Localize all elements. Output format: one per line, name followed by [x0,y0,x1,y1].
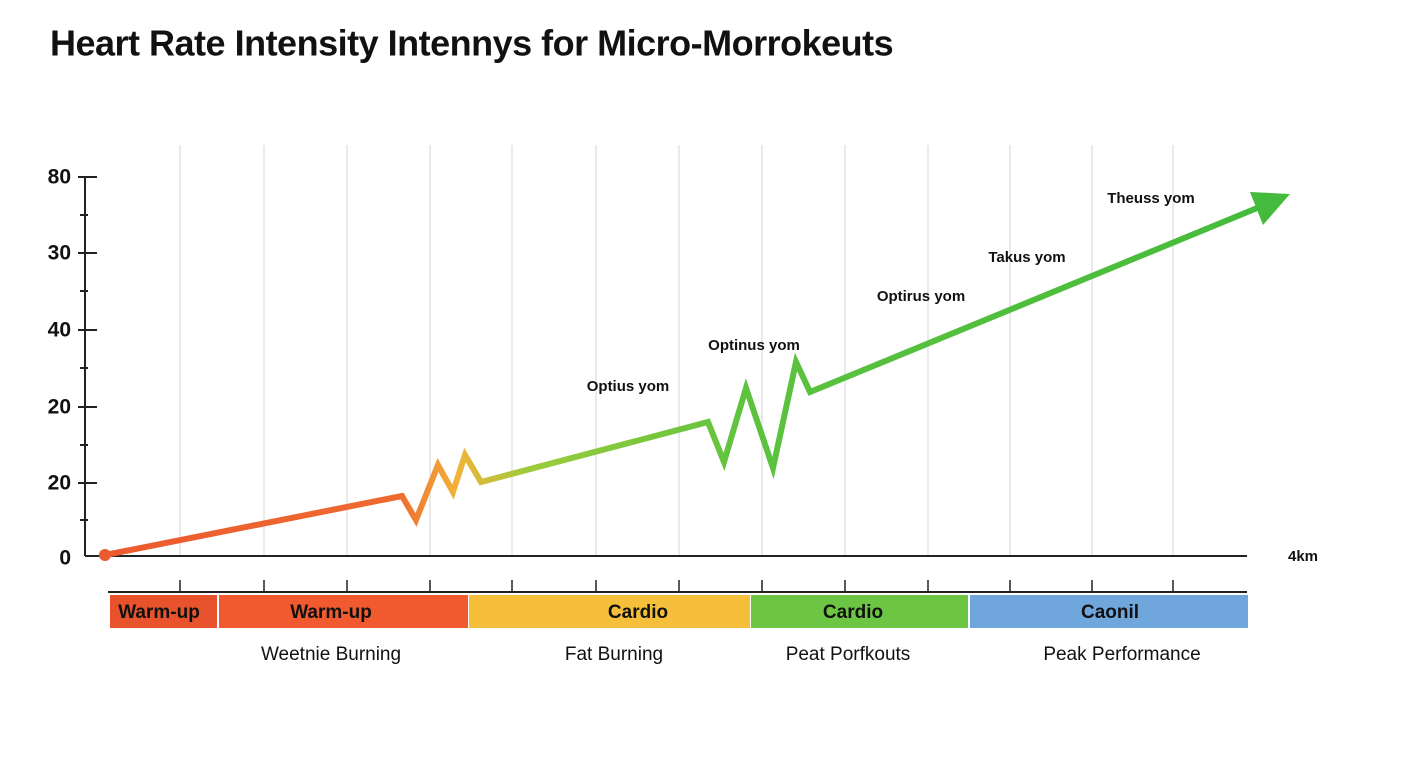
x-end-label: 4km [1288,548,1318,565]
zone-caption: Fat Burning [565,644,663,665]
y-tick-label: 20 [48,396,71,419]
zone-band [110,595,217,628]
grid [179,145,1174,556]
annotation: Optinus yom [708,337,800,354]
annotation: Optius yom [587,378,670,395]
arrow-head [1250,192,1290,225]
y-axis: 80 30 40 20 20 0 [48,166,97,570]
lower-axis [108,580,1247,593]
zone-label: Cardio [608,602,668,623]
zone-label: Caonil [1081,602,1139,623]
zone-label: Warm-up [290,602,372,623]
y-tick-label: 80 [48,166,71,189]
chart-title: Heart Rate Intensity Intennys for Micro-… [50,23,893,64]
zone-band [751,595,968,628]
zone-label: Warm-up [118,602,200,623]
zone-caption: Peak Performance [1043,644,1200,665]
zone-band [219,595,468,628]
start-dot [99,549,111,561]
zones: Warm-up Warm-up Cardio Cardio Caonil [110,595,1248,628]
zone-caption: Peat Porfkouts [786,644,911,665]
annotation: Optirus yom [877,288,965,305]
zone-band [970,595,1248,628]
zone-caption: Weetnie Burning [261,644,401,665]
y-tick-label: 30 [48,242,71,265]
zone-band [469,595,750,628]
y-tick-label: 40 [48,319,71,342]
annotation: Takus yom [988,249,1065,266]
y-tick-label: 0 [59,547,71,570]
annotation: Theuss yom [1107,190,1195,207]
zone-label: Cardio [823,602,883,623]
y-tick-label: 20 [48,472,71,495]
heart-rate-line [104,203,1264,558]
